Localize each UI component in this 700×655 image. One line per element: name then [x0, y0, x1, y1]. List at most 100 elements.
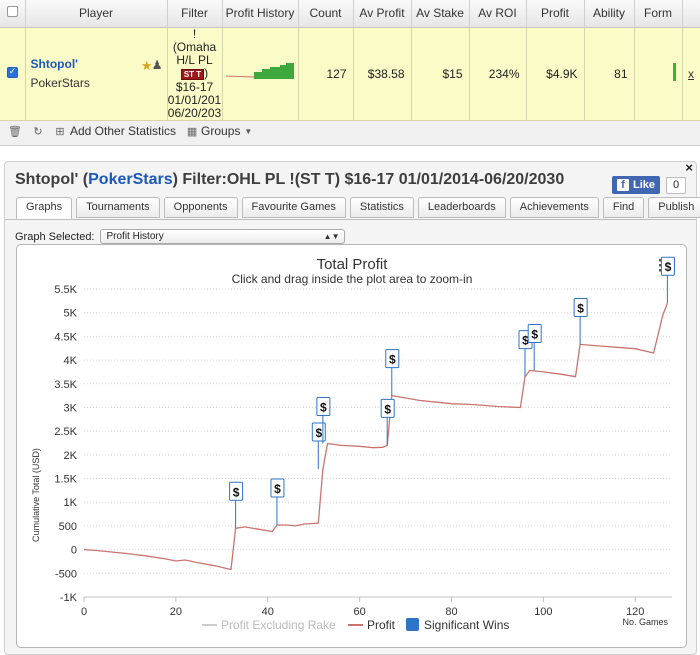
y-tick-label: 2K: [64, 450, 78, 462]
table-row[interactable]: Shtopol' PokerStars ★ ♟ ! (Omaha H/L PL …: [0, 26, 700, 121]
filter-line: (Omaha: [172, 39, 217, 54]
graph-select-value: Profit History: [106, 231, 164, 242]
tab-find[interactable]: Find: [602, 197, 645, 218]
graph-select-row: Graph Selected: Profit History ▲▼: [15, 229, 345, 244]
col-header-filter[interactable]: Filter: [167, 0, 223, 28]
filter-line: 06/20/203: [167, 105, 222, 120]
profit-series-line[interactable]: [83, 302, 669, 571]
dollar-icon: $: [233, 485, 240, 499]
profit-chart[interactable]: Total Profit Click and drag inside the p…: [17, 245, 687, 648]
legend-label: Significant Wins: [424, 618, 509, 632]
players-table: Player Filter Profit History Count Av Pr…: [0, 0, 700, 121]
av-stake-cell: $15: [411, 27, 470, 121]
like-label: Like: [633, 179, 656, 191]
profit-chart-container[interactable]: Total Profit Click and drag inside the p…: [16, 244, 687, 648]
av-roi-cell: 234%: [469, 27, 527, 121]
chart-subtitle: Click and drag inside the plot area to z…: [232, 272, 473, 286]
significant-win-flag[interactable]: $: [573, 297, 588, 345]
add-columns-icon[interactable]: ⊞: [55, 125, 65, 138]
significant-win-flag[interactable]: $: [270, 478, 285, 525]
filter-tag-badge: ST T: [180, 68, 205, 80]
select-all-header[interactable]: [0, 0, 26, 28]
row-select-cell[interactable]: [0, 27, 26, 121]
player-name-link[interactable]: Shtopol': [30, 57, 79, 71]
flag-box: [385, 349, 400, 369]
tab-tournaments[interactable]: Tournaments: [76, 197, 160, 218]
chart-grid: [84, 288, 672, 598]
x-tick-label: 80: [445, 606, 457, 618]
title-site-link[interactable]: PokerStars: [88, 171, 173, 188]
significant-win-flag[interactable]: $: [527, 324, 542, 371]
dollar-icon: $: [315, 426, 322, 440]
select-all-checkbox[interactable]: [6, 6, 18, 18]
groups-dropdown[interactable]: Groups: [201, 124, 241, 138]
x-tick-label: 60: [354, 606, 366, 618]
significant-win-flag[interactable]: $: [660, 256, 675, 304]
tab-publish[interactable]: Publish: [648, 197, 700, 218]
player-cell[interactable]: Shtopol' PokerStars ★ ♟: [25, 27, 168, 121]
dollar-icon: $: [531, 328, 538, 342]
graph-select-dropdown[interactable]: Profit History ▲▼: [99, 229, 345, 244]
close-icon[interactable]: ×: [685, 160, 693, 175]
flag-box: [660, 256, 675, 276]
graph-selected-label: Graph Selected:: [15, 230, 95, 243]
significant-win-flag[interactable]: $: [385, 349, 400, 396]
dollar-icon: $: [665, 260, 672, 274]
y-tick-label: 3.5K: [54, 379, 77, 391]
col-header-ability[interactable]: Ability: [584, 0, 635, 28]
col-header-count[interactable]: Count: [298, 0, 354, 28]
col-header-form[interactable]: Form: [634, 0, 683, 28]
y-tick-label: 5.5K: [54, 284, 77, 296]
tab-opponents[interactable]: Opponents: [163, 197, 238, 218]
tab-leaderboards[interactable]: Leaderboards: [417, 197, 506, 218]
form-bar: [672, 63, 676, 81]
tab-graphs[interactable]: Graphs: [16, 197, 73, 219]
filter-cell: ! (Omaha H/L PL ST T) $16-17 01/01/201 0…: [167, 26, 223, 121]
y-tick-label: 1.5K: [54, 474, 77, 486]
remove-cell[interactable]: x: [682, 27, 700, 121]
row-checkbox[interactable]: [6, 66, 18, 78]
col-header-profit-history[interactable]: Profit History: [222, 0, 299, 28]
filter-line: !: [192, 26, 197, 41]
significant-win-flag[interactable]: $: [229, 481, 244, 529]
legend-item-profit-excl-rake[interactable]: Profit Excluding Rake: [202, 618, 336, 632]
chevron-down-icon[interactable]: ▼: [244, 126, 253, 136]
form-cell: [634, 27, 683, 121]
remove-row-link[interactable]: x: [688, 66, 694, 81]
like-button[interactable]: f Like: [612, 176, 661, 194]
dollar-icon: $: [389, 353, 396, 367]
av-profit-cell: $38.58: [353, 27, 412, 121]
col-header-profit[interactable]: Profit: [526, 0, 585, 28]
significant-win-flag[interactable]: $: [380, 398, 395, 446]
x-tick-label: 120: [626, 606, 644, 618]
tab-favourite-games[interactable]: Favourite Games: [241, 197, 346, 218]
col-header-av-stake[interactable]: Av Stake: [411, 0, 470, 28]
title-player: Shtopol': [15, 171, 79, 188]
profit-history-sparkline[interactable]: [222, 27, 299, 121]
col-header-av-roi[interactable]: Av ROI: [469, 0, 527, 28]
tab-achievements[interactable]: Achievements: [509, 197, 599, 218]
significant-win-flag[interactable]: $: [311, 422, 326, 470]
tab-statistics[interactable]: Statistics: [349, 197, 414, 218]
col-header-av-profit[interactable]: Av Profit: [353, 0, 412, 28]
y-tick-label: 3K: [64, 402, 78, 414]
groups-icon: ▦: [186, 125, 198, 138]
trash-icon[interactable]: 🗑: [8, 125, 22, 138]
x-axis-label: No. Games: [622, 617, 668, 627]
add-other-statistics-button[interactable]: Add Other Statistics: [70, 124, 177, 138]
x-tick-label: 100: [534, 606, 552, 618]
col-header-player[interactable]: Player: [25, 0, 168, 28]
chart-legend: Profit Excluding Rake Profit Significant…: [202, 618, 509, 632]
facebook-like-widget[interactable]: f Like 0: [612, 175, 687, 195]
refresh-icon[interactable]: ↻: [33, 125, 43, 138]
x-axis-ticks: 0 20 40 60 80 100 120: [81, 597, 644, 618]
significant-win-flag[interactable]: $: [316, 396, 331, 444]
legend-label: Profit Excluding Rake: [221, 618, 336, 632]
y-tick-label: 500: [59, 521, 77, 533]
dollar-icon: $: [320, 400, 327, 414]
panel-title: Shtopol' (PokerStars) Filter:OHL PL !(ST…: [15, 171, 564, 189]
legend-item-significant-wins[interactable]: Significant Wins: [406, 618, 509, 632]
legend-item-profit[interactable]: Profit: [348, 618, 396, 632]
flag-box: [316, 396, 331, 416]
legend-label: Profit: [367, 618, 396, 632]
